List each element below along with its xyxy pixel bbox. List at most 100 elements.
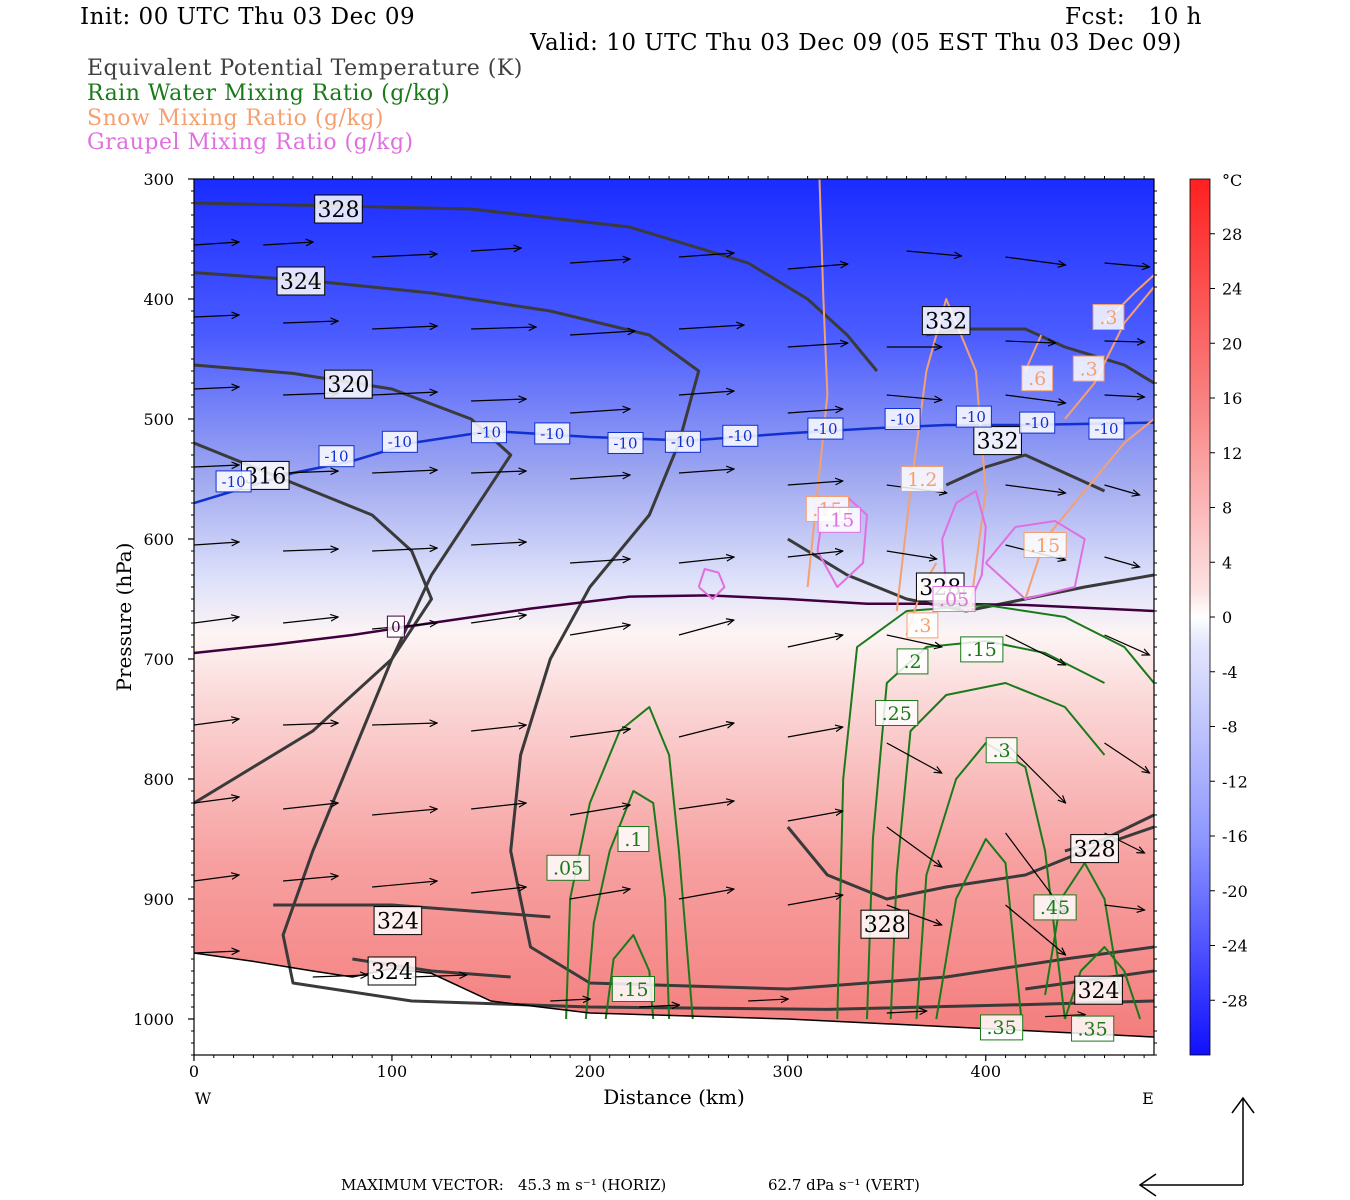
rain-label-3-box <box>960 636 1004 663</box>
wind-vector-36 <box>787 481 843 486</box>
temperature-label--10-11-box <box>1019 411 1056 434</box>
temperature-label--10-12: -10 <box>1094 420 1118 438</box>
wind-vector-42 <box>372 548 437 551</box>
colorbar-tick-label-12: 12 <box>1222 444 1242 463</box>
rain-label-7-box <box>979 1014 1024 1041</box>
wind-vector-73 <box>471 803 526 810</box>
rain-label-1-box <box>617 826 650 852</box>
theta-e-label-7: 328 <box>864 913 906 938</box>
legend-graupel: Graupel Mixing Ratio (g/kg) <box>87 130 414 155</box>
theta-e-label-4-box <box>921 306 971 336</box>
rain-contour-1 <box>584 790 671 1020</box>
theta-e-label-7-box <box>860 909 910 939</box>
wind-vector-14 <box>570 331 635 336</box>
wind-vector-93 <box>550 999 590 1001</box>
y-tick-label-500: 500 <box>143 410 174 429</box>
legend-rain: Rain Water Mixing Ratio (g/kg) <box>87 81 451 106</box>
wind-vector-83 <box>471 887 526 894</box>
temperature-label--10-9: -10 <box>891 410 915 428</box>
y-tick-label-300: 300 <box>143 170 174 189</box>
wind-vector-89 <box>1104 904 1145 910</box>
wind-vector-87 <box>886 904 942 925</box>
y-axis-title: Pressure (hPa) <box>112 543 136 692</box>
wind-vector-11 <box>283 321 338 323</box>
wind-vector-31 <box>283 471 338 473</box>
rain-label-9: .45 <box>1040 897 1070 919</box>
theta-e-label-2-box <box>324 369 373 399</box>
rain-label-0-box <box>546 854 590 881</box>
wind-vector-76 <box>787 811 843 822</box>
theta-e-label-10-box <box>367 956 417 986</box>
wind-vector-40 <box>194 542 239 545</box>
snow-contour-6 <box>1024 334 1043 372</box>
wind-vector-94 <box>639 1005 679 1007</box>
rain-label-7: .35 <box>986 1017 1016 1039</box>
wind-vector-49 <box>1104 556 1140 567</box>
colorbar-unit: °C <box>1222 171 1242 190</box>
snow-contour-0 <box>806 179 829 588</box>
graupel-label-1-box <box>932 586 976 612</box>
snow-label-1-box <box>900 466 945 492</box>
y-tick-label-900: 900 <box>143 890 174 909</box>
temperature-label--10-12-box <box>1088 417 1125 440</box>
snow-label-2: .3 <box>913 615 931 637</box>
wind-vector-10 <box>194 315 239 317</box>
theta-e-label-5-box <box>973 426 1022 456</box>
wind-vector-27 <box>886 394 942 400</box>
temperature-label--10-1-box <box>318 445 355 468</box>
rain-label-8: .35 <box>1078 1018 1108 1040</box>
wind-vector-85 <box>678 889 734 900</box>
wind-vector-1 <box>263 242 313 245</box>
wind-vector-71 <box>283 803 338 810</box>
wind-vector-45 <box>678 557 734 564</box>
temperature-label--10-4-box <box>534 422 571 445</box>
rain-label-4-box <box>896 648 929 675</box>
theta-e-label-2: 320 <box>327 373 369 398</box>
x-tick-label-0: 0 <box>189 1062 199 1081</box>
x-tick-label-300: 300 <box>773 1062 804 1081</box>
max-vector-horiz: 45.3 m s⁻¹ (HORIZ) <box>518 1176 667 1194</box>
temperature-field <box>194 179 1154 1055</box>
y-tick-label-700: 700 <box>143 650 174 669</box>
snow-label-1: 1.2 <box>907 469 937 491</box>
wind-vector-19 <box>1104 341 1145 342</box>
wind-vector-24 <box>570 409 630 414</box>
plot-frame <box>193 178 1155 1056</box>
wind-vector-39 <box>1104 484 1140 495</box>
wind-vector-13 <box>471 327 536 329</box>
theta-e-label-5: 332 <box>977 430 1019 455</box>
rain-label-6-box <box>985 737 1018 764</box>
snow-label-2-box <box>906 612 939 639</box>
theta-e-label-9: 324 <box>377 910 419 935</box>
temperature-label--10-0: -10 <box>222 473 246 491</box>
temperature-label-0-0-box <box>386 615 405 638</box>
temperature-label--10-7-box <box>722 424 759 447</box>
graupel-contour-2 <box>697 568 726 600</box>
wind-vector-58 <box>1005 634 1066 665</box>
y-tick-label-400: 400 <box>143 290 174 309</box>
wind-vector-72 <box>372 809 437 816</box>
valid-time: Valid: 10 UTC Thu 03 Dec 09 (05 EST Thu … <box>530 30 1182 56</box>
rain-label-2: .15 <box>618 979 648 1001</box>
rain-label-8-box <box>1071 1015 1115 1042</box>
wind-vector-38 <box>1005 484 1066 493</box>
wind-vector-26 <box>787 409 843 414</box>
theta-e-label-0: 328 <box>317 198 359 223</box>
wind-vector-35 <box>678 469 734 474</box>
wind-vector-84 <box>569 889 630 900</box>
graupel-label-0-box <box>817 506 861 533</box>
snow-contour-3 <box>1024 418 1154 600</box>
max-vector-label: MAXIMUM VECTOR: <box>341 1176 504 1194</box>
east-label: E <box>1142 1089 1154 1108</box>
init-time: Init: 00 UTC Thu 03 Dec 09 <box>80 4 416 30</box>
wind-vector-0 <box>194 242 239 245</box>
wind-vector-64 <box>570 729 630 738</box>
west-label: W <box>195 1089 212 1108</box>
snow-label-6-box <box>1021 365 1054 392</box>
temperature-label--10-5-box <box>607 432 644 454</box>
wind-vector-6 <box>787 264 848 270</box>
wind-vector-82 <box>372 881 437 888</box>
temperature-label--10-2: -10 <box>388 433 412 451</box>
wind-vector-23 <box>471 399 526 401</box>
temperature-label--10-2-box <box>381 430 418 453</box>
